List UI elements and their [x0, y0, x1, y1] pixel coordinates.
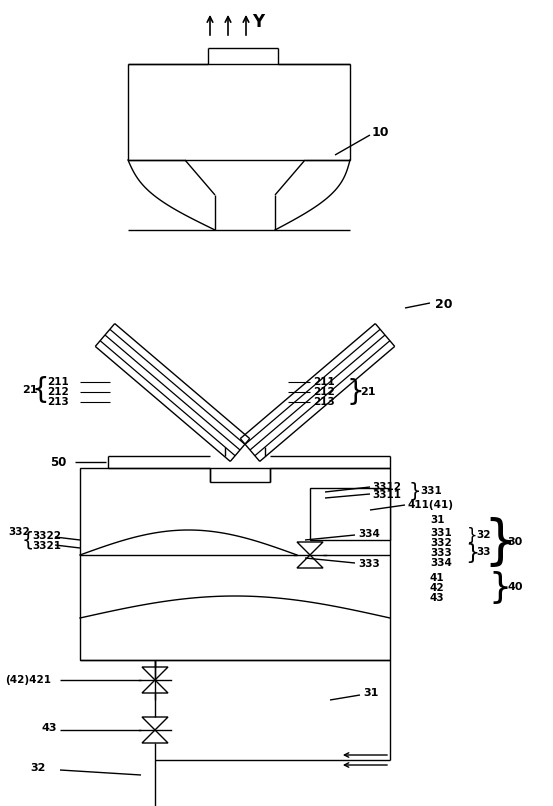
- Polygon shape: [142, 730, 168, 743]
- Polygon shape: [297, 555, 323, 568]
- Text: 43: 43: [42, 723, 58, 733]
- Text: }: }: [488, 571, 512, 605]
- Text: 32: 32: [476, 530, 491, 540]
- Text: 213: 213: [47, 397, 69, 407]
- Text: 3321: 3321: [32, 541, 61, 551]
- Text: }: }: [483, 517, 517, 569]
- Text: 40: 40: [507, 582, 523, 592]
- Text: 211: 211: [47, 377, 69, 387]
- Text: 21: 21: [360, 387, 375, 397]
- Polygon shape: [142, 667, 168, 680]
- Text: 212: 212: [313, 387, 335, 397]
- Text: 211: 211: [313, 377, 335, 387]
- Text: 50: 50: [50, 455, 66, 468]
- Text: 31: 31: [363, 688, 378, 698]
- Text: 333: 333: [430, 548, 452, 558]
- Polygon shape: [297, 542, 323, 555]
- Text: 21: 21: [22, 385, 38, 395]
- Text: 411(41): 411(41): [408, 500, 454, 510]
- Text: 3322: 3322: [32, 531, 61, 541]
- Text: 213: 213: [313, 397, 335, 407]
- Text: 332: 332: [8, 527, 30, 537]
- Text: {: {: [22, 530, 34, 550]
- Text: {: {: [31, 376, 49, 404]
- Polygon shape: [142, 680, 168, 693]
- Text: 332: 332: [430, 538, 452, 548]
- Text: 10: 10: [372, 127, 389, 139]
- Text: 31: 31: [430, 515, 445, 525]
- Text: 33: 33: [476, 547, 491, 557]
- Text: 42: 42: [430, 583, 445, 593]
- Text: 30: 30: [507, 537, 522, 547]
- Text: }: }: [467, 527, 477, 545]
- Text: 41: 41: [430, 573, 445, 583]
- Text: 331: 331: [430, 528, 452, 538]
- Polygon shape: [142, 717, 168, 730]
- Text: 334: 334: [358, 529, 380, 539]
- Text: 43: 43: [430, 593, 445, 603]
- Text: }: }: [346, 378, 364, 406]
- Text: 20: 20: [435, 298, 452, 311]
- Text: 212: 212: [47, 387, 69, 397]
- Text: 331: 331: [420, 486, 442, 496]
- Text: (42)421: (42)421: [5, 675, 51, 685]
- Text: 3311: 3311: [372, 490, 401, 500]
- Text: 32: 32: [30, 763, 45, 773]
- Text: 333: 333: [358, 559, 380, 569]
- Bar: [310, 488, 390, 540]
- Text: }: }: [409, 481, 421, 501]
- Text: }: }: [465, 543, 479, 563]
- Text: 3312: 3312: [372, 482, 401, 492]
- Bar: [80, 468, 390, 660]
- Text: Y: Y: [252, 13, 264, 31]
- Text: 334: 334: [430, 558, 452, 568]
